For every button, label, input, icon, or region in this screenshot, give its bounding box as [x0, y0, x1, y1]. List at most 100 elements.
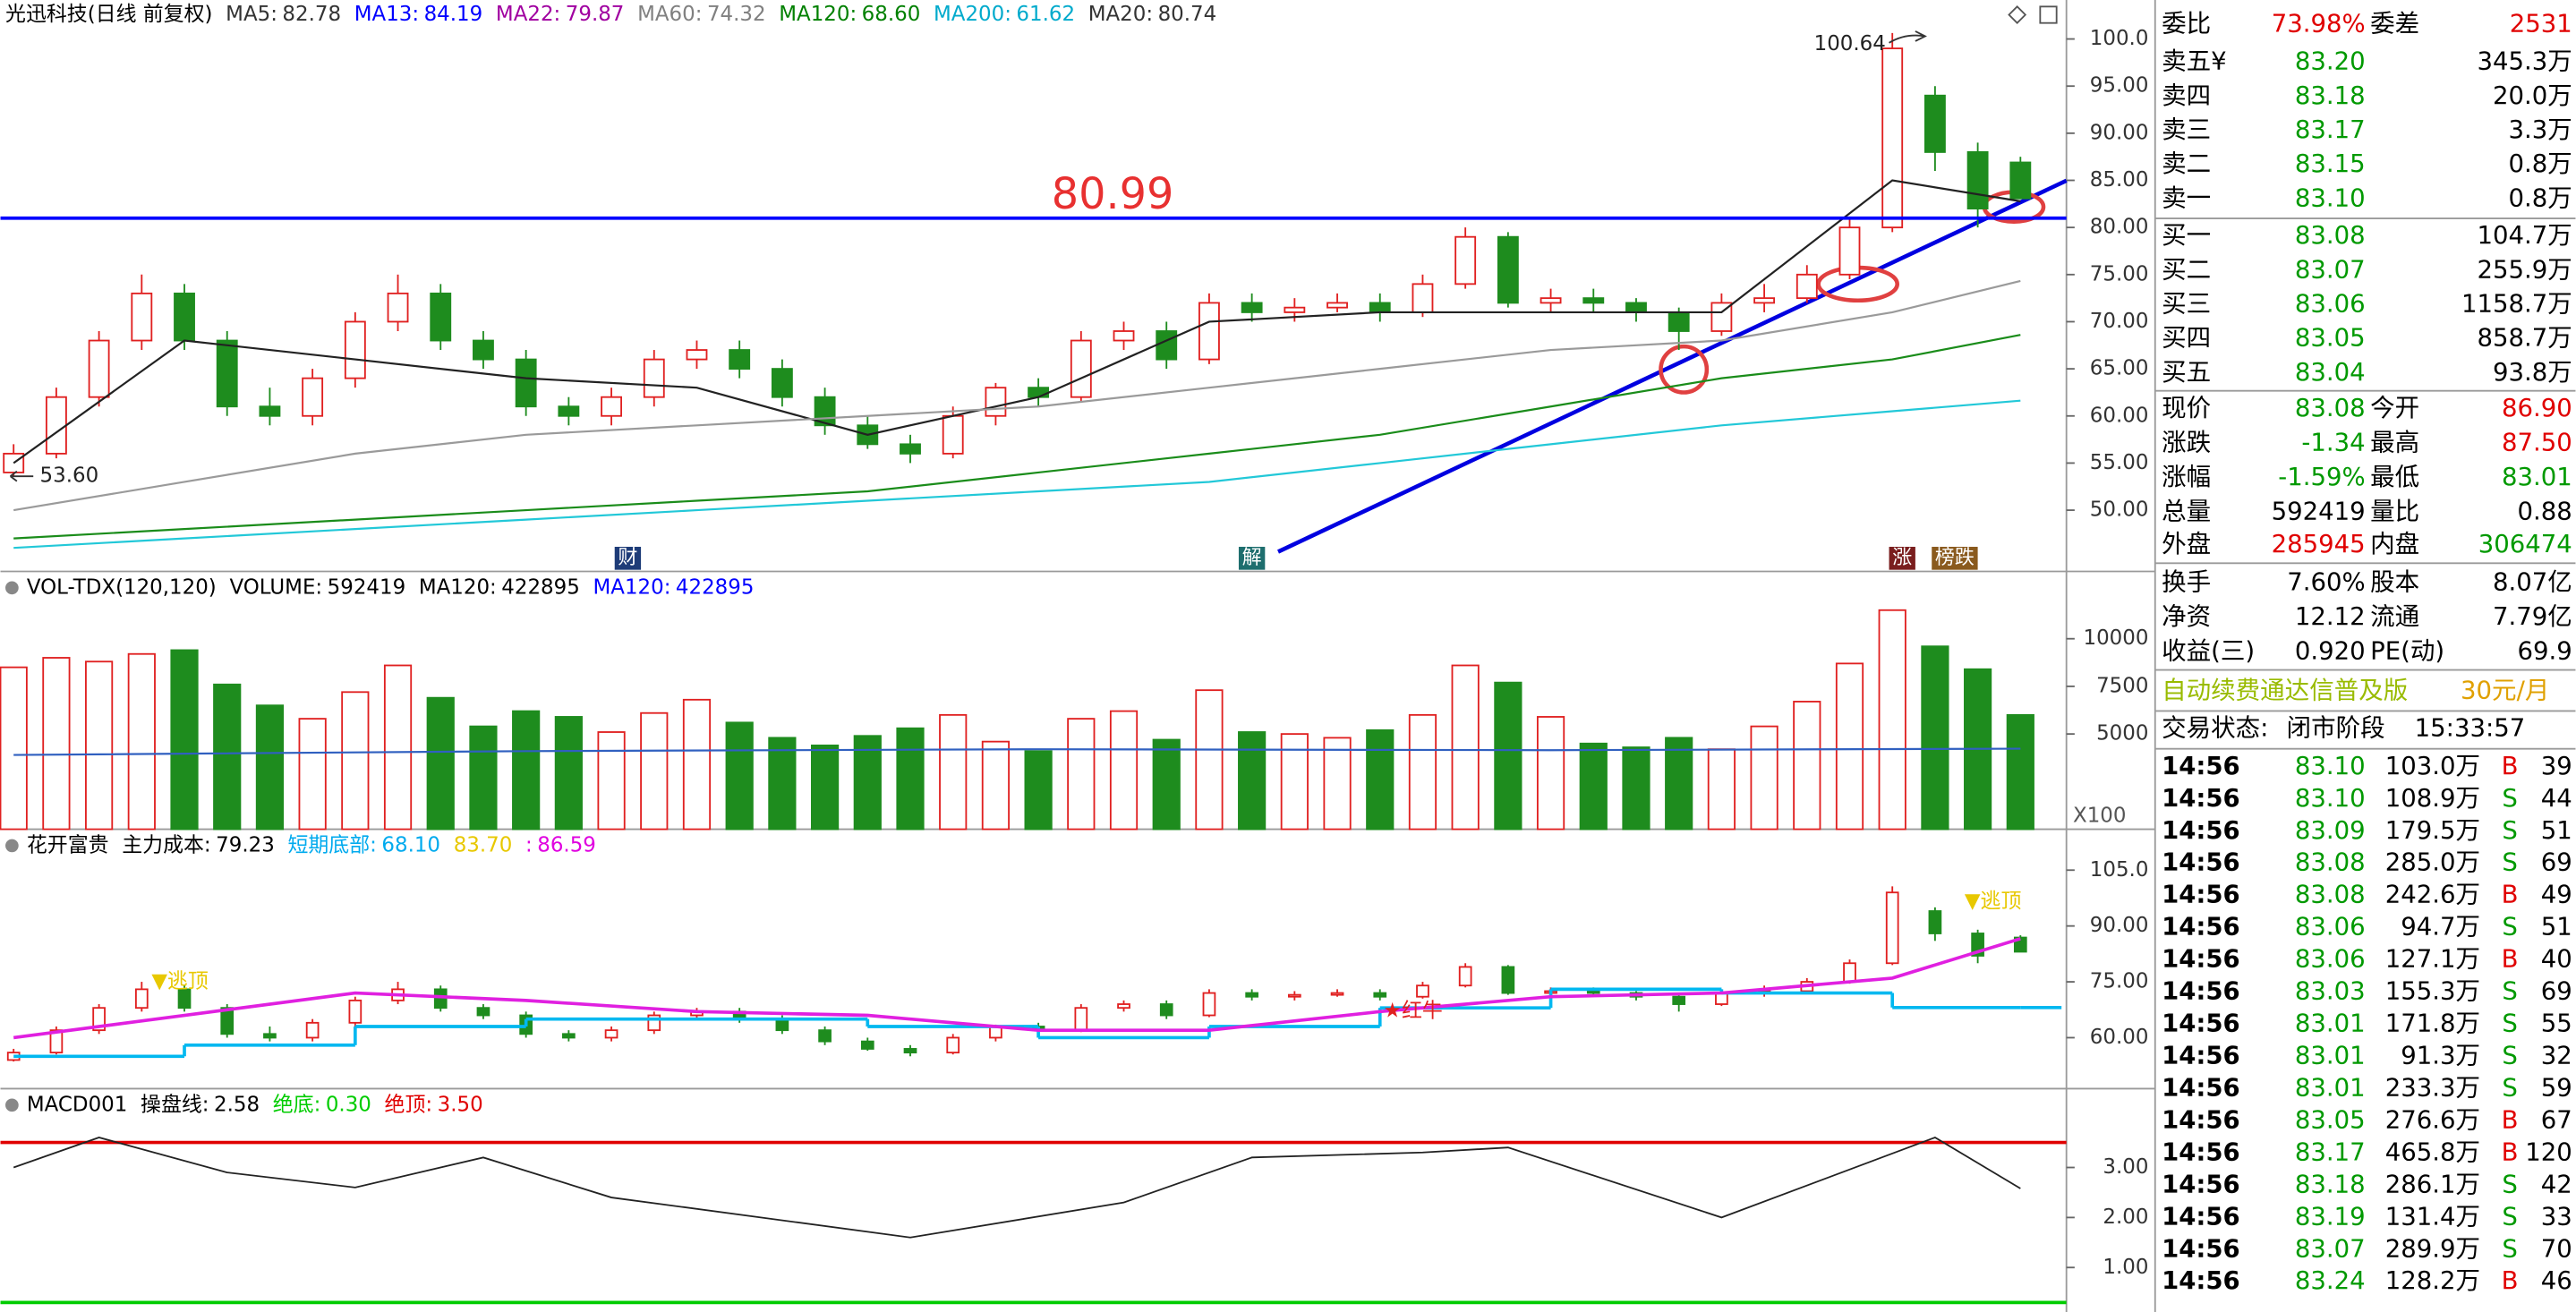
stat-value: -1.34 [2301, 428, 2365, 456]
candle-body [562, 1033, 576, 1039]
stat-value: 69.9 [2518, 636, 2572, 665]
candle-body [1416, 984, 1429, 998]
candle-body [860, 1040, 874, 1050]
tick-count: 49 [2541, 881, 2572, 909]
tick-count: 59 [2541, 1073, 2572, 1102]
book-price: 83.06 [2295, 290, 2366, 319]
tick-price: 83.18 [2295, 1170, 2366, 1198]
tick-time: 14:56 [2162, 977, 2240, 1006]
legend-value: 84.19 [424, 3, 483, 26]
y-tick-label: 2.00 [2103, 1206, 2148, 1229]
volume-bar [597, 731, 626, 831]
volume-bar [0, 666, 28, 831]
candle-body [1202, 992, 1216, 1017]
tick-side: S [2502, 1073, 2517, 1102]
legend-value: 2.58 [214, 1093, 260, 1116]
tick-price: 83.01 [2295, 1010, 2366, 1038]
legend-value: 68.60 [862, 3, 921, 26]
book-volume: 20.0万 [2493, 81, 2572, 110]
stat-label: 换手 [2162, 567, 2211, 596]
candle-body [1710, 302, 1733, 332]
tick-price: 83.08 [2295, 848, 2366, 877]
tick-time: 14:56 [2162, 784, 2240, 813]
candle-body [558, 405, 580, 417]
legend-name: MA200: [934, 3, 1011, 26]
y-tick-label: 100.0 [2090, 27, 2149, 50]
tick-side: B [2502, 881, 2519, 909]
candle-body [1241, 302, 1263, 313]
volume-bar [127, 652, 156, 831]
stat-value: 7.79亿 [2493, 602, 2572, 631]
stat-value: 0.920 [2295, 636, 2366, 665]
tick-side: S [2502, 1170, 2517, 1198]
icon[interactable] [2039, 5, 2058, 24]
tick-count: 69 [2541, 977, 2572, 1006]
stat-label: 量比 [2370, 497, 2419, 525]
tick-side: S [2502, 784, 2517, 813]
stat-value: 306474 [2478, 530, 2572, 558]
y-tick-label: 1.00 [2103, 1256, 2148, 1279]
legend-name: 花开富贵 [27, 833, 109, 856]
candle-body [775, 1018, 789, 1032]
tick-count: 32 [2541, 1042, 2572, 1070]
candle-body [476, 1007, 490, 1017]
candle-body [430, 292, 452, 342]
signal-note: ▼逃顶 [1965, 890, 2022, 913]
candle-body [1245, 992, 1258, 998]
y-tick-label: 80.00 [2090, 216, 2149, 239]
stat-label: PE(动) [2370, 636, 2444, 665]
legend-value: 82.78 [282, 3, 341, 26]
candle-body [1928, 910, 1942, 934]
tick-time: 14:56 [2162, 881, 2240, 909]
tick-count: 51 [2541, 816, 2572, 845]
legend-value: 422895 [501, 575, 580, 599]
candle-body [771, 368, 793, 398]
candle-body [1454, 235, 1477, 285]
indicator-line [13, 334, 2021, 540]
tick-time: 14:56 [2162, 1170, 2240, 1198]
candle-body [1586, 990, 1600, 994]
legend-name: 绝底: [273, 1093, 321, 1116]
volume-bar [1835, 662, 1864, 831]
legend-name: VOLUME: [229, 575, 322, 599]
banner-text[interactable]: 自动续费通达信普及版 [2162, 676, 2408, 704]
indicator-line [13, 399, 2021, 550]
legend-name: MA120: [419, 575, 497, 599]
y-tick-label: 7500 [2096, 674, 2148, 697]
stat-label: 总量 [2162, 497, 2211, 525]
y-tick-label: 65.00 [2090, 357, 2149, 380]
stat-label: 现价 [2162, 394, 2211, 422]
tick-price: 83.06 [2295, 913, 2366, 941]
legend-name: MA60: [637, 3, 702, 26]
reference-label: 80.99 [1052, 170, 1174, 219]
stat-value: 83.08 [2295, 394, 2366, 422]
stat-label: 净资 [2162, 602, 2211, 631]
legend-name: : [525, 833, 533, 856]
legend-name: MA20: [1088, 3, 1153, 26]
tick-time: 14:56 [2162, 752, 2240, 780]
candle-body [1501, 966, 1515, 994]
volume-bar [554, 716, 583, 831]
icon[interactable] [2008, 5, 2027, 24]
tick-volume: 179.5万 [2385, 816, 2480, 845]
banner-price[interactable]: 30元/月 [2461, 676, 2549, 704]
volume-bar [1024, 750, 1053, 831]
tick-volume: 155.3万 [2385, 977, 2480, 1006]
candle-body [387, 292, 409, 323]
header-icon [5, 581, 19, 595]
candle-body [1117, 1003, 1130, 1010]
tick-count: 46 [2541, 1266, 2572, 1295]
y-tick-label: 85.00 [2090, 168, 2149, 192]
candle-body [2009, 161, 2032, 200]
volume-bar [725, 721, 754, 831]
signal-note: ▼逃顶 [151, 970, 209, 993]
y-tick-label: 50.00 [2090, 498, 2149, 522]
tick-count: 33 [2541, 1202, 2572, 1231]
tick-volume: 128.2万 [2385, 1266, 2480, 1295]
candle-body [302, 377, 324, 417]
candle-body [1881, 47, 1904, 229]
book-volume: 0.8万 [2509, 183, 2572, 212]
event-marker: 财 [618, 547, 637, 569]
volume-bar [1366, 728, 1395, 831]
tick-count: 39 [2541, 752, 2572, 780]
